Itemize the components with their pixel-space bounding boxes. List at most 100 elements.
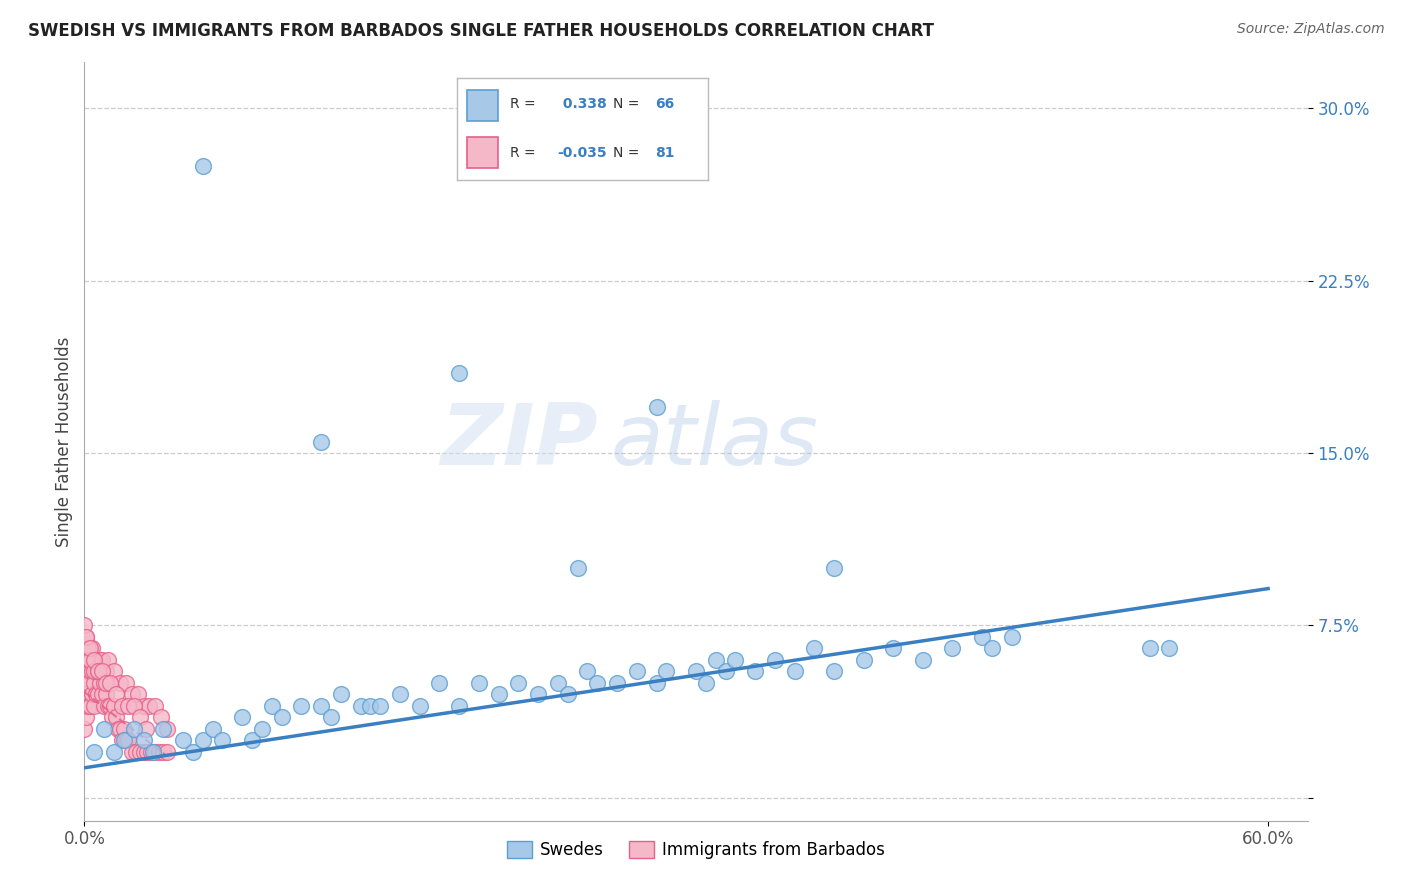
Point: [83, 665, 105, 679]
Point: [823, 561, 845, 575]
Point: [309, 698, 332, 713]
Point: [75, 630, 97, 644]
Point: [82, 665, 104, 679]
Point: [108, 722, 131, 736]
Point: [1001, 630, 1024, 644]
Point: [1159, 641, 1181, 656]
Point: [270, 710, 292, 724]
Point: [93, 675, 115, 690]
Point: [970, 630, 993, 644]
Point: [104, 687, 127, 701]
Point: [83, 653, 105, 667]
Point: [77, 641, 100, 656]
Point: [103, 745, 125, 759]
Point: [714, 665, 737, 679]
Point: [136, 745, 159, 759]
Point: [823, 665, 845, 679]
Text: ZIP: ZIP: [440, 400, 598, 483]
Point: [359, 698, 381, 713]
Point: [1139, 641, 1161, 656]
Point: [127, 687, 149, 701]
Point: [122, 722, 145, 736]
Y-axis label: Single Father Households: Single Father Households: [55, 336, 73, 547]
Point: [626, 665, 648, 679]
Point: [98, 675, 121, 690]
Point: [290, 698, 312, 713]
Point: [231, 710, 253, 724]
Point: [111, 698, 134, 713]
Point: [91, 665, 114, 679]
Point: [79, 698, 101, 713]
Point: [763, 653, 786, 667]
Point: [117, 733, 139, 747]
Point: [309, 434, 332, 449]
Point: [73, 618, 96, 632]
Point: [148, 745, 170, 759]
Point: [91, 687, 114, 701]
Point: [97, 653, 120, 667]
Point: [112, 733, 135, 747]
Point: [368, 698, 391, 713]
Point: [145, 745, 167, 759]
Point: [122, 698, 145, 713]
Point: [429, 675, 451, 690]
Point: [409, 698, 432, 713]
Point: [567, 561, 589, 575]
Point: [87, 665, 110, 679]
Point: [132, 745, 155, 759]
Point: [101, 710, 124, 724]
Point: [107, 722, 129, 736]
Point: [83, 653, 105, 667]
Point: [803, 641, 825, 656]
Point: [111, 733, 134, 747]
Point: [329, 687, 352, 701]
Point: [145, 698, 167, 713]
Point: [695, 675, 717, 690]
Point: [87, 665, 110, 679]
Point: [94, 665, 117, 679]
Point: [547, 675, 569, 690]
Point: [75, 630, 97, 644]
Point: [117, 698, 139, 713]
Point: [152, 722, 174, 736]
Point: [75, 710, 97, 724]
Point: [121, 687, 143, 701]
Point: [449, 698, 471, 713]
Point: [103, 698, 125, 713]
Point: [114, 733, 136, 747]
Point: [132, 698, 155, 713]
Point: [882, 641, 904, 656]
Point: [132, 733, 155, 747]
Point: [89, 653, 111, 667]
Point: [557, 687, 579, 701]
Point: [112, 722, 135, 736]
Point: [980, 641, 1002, 656]
Point: [941, 641, 963, 656]
Point: [104, 710, 127, 724]
Point: [82, 687, 104, 701]
Text: atlas: atlas: [610, 400, 818, 483]
Point: [91, 653, 114, 667]
Point: [84, 665, 107, 679]
Point: [156, 745, 179, 759]
Point: [142, 745, 165, 759]
Point: [73, 675, 96, 690]
Point: [128, 710, 150, 724]
Point: [645, 400, 668, 414]
Point: [152, 745, 174, 759]
Point: [77, 653, 100, 667]
Point: [77, 698, 100, 713]
Point: [645, 675, 668, 690]
Point: [98, 698, 121, 713]
Point: [141, 745, 163, 759]
Point: [79, 665, 101, 679]
Text: Source: ZipAtlas.com: Source: ZipAtlas.com: [1237, 22, 1385, 37]
Point: [586, 675, 609, 690]
Point: [87, 665, 110, 679]
Point: [93, 698, 115, 713]
Point: [93, 722, 115, 736]
Point: [79, 653, 101, 667]
Point: [704, 653, 727, 667]
Point: [181, 745, 204, 759]
Point: [852, 653, 875, 667]
